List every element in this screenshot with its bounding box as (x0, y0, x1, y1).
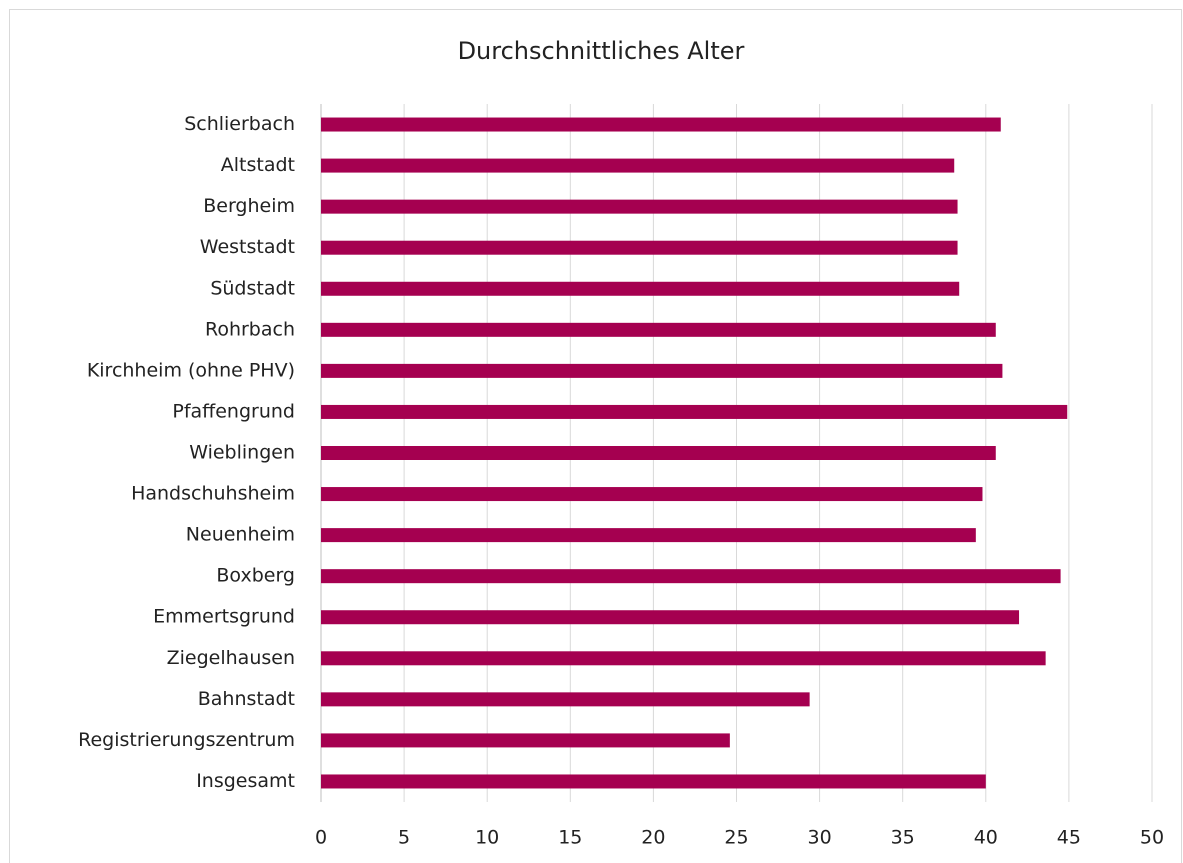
bar (321, 322, 996, 337)
y-tick-label: Wieblingen (189, 442, 295, 464)
x-tick-label: 0 (315, 827, 327, 849)
y-tick-label: Ziegelhausen (167, 647, 295, 669)
bar (321, 733, 730, 748)
bar (321, 281, 960, 296)
y-tick-label: Registrierungszentrum (78, 729, 295, 751)
x-tick-label: 40 (974, 827, 998, 849)
bar (321, 158, 955, 173)
x-tick-label: 50 (1140, 827, 1164, 849)
y-tick-label: Emmertsgrund (153, 606, 295, 628)
y-tick-label: Boxberg (216, 565, 295, 587)
y-tick-label: Handschuhsheim (131, 483, 295, 505)
x-tick-label: 30 (808, 827, 832, 849)
x-tick-label: 45 (1057, 827, 1081, 849)
bar (321, 610, 1020, 625)
x-tick-label: 5 (398, 827, 410, 849)
y-tick-label: Neuenheim (186, 524, 295, 546)
y-tick-label: Insgesamt (196, 770, 295, 792)
bar (321, 487, 983, 502)
chart-title: Durchschnittliches Alter (458, 37, 745, 65)
bar (321, 651, 1046, 666)
y-tick-label: Bergheim (203, 195, 295, 217)
y-tick-label: Kirchheim (ohne PHV) (87, 359, 295, 381)
bar (321, 774, 986, 789)
x-tick-label: 20 (641, 827, 665, 849)
y-tick-label: Altstadt (221, 154, 295, 176)
bar (321, 528, 976, 543)
x-tick-label: 15 (558, 827, 582, 849)
y-tick-label: Südstadt (210, 277, 295, 299)
bar (321, 199, 958, 214)
y-tick-label: Bahnstadt (198, 688, 295, 710)
bar (321, 404, 1068, 419)
y-tick-label: Pfaffengrund (172, 400, 295, 422)
x-tick-label: 25 (724, 827, 748, 849)
x-tick-label: 10 (475, 827, 499, 849)
y-tick-label: Rohrbach (205, 318, 295, 340)
bar (321, 117, 1001, 132)
y-tick-label: Weststadt (200, 236, 295, 258)
bar (321, 446, 996, 460)
bar (321, 569, 1061, 584)
bar (321, 240, 958, 255)
bar (321, 692, 810, 707)
y-tick-label: Schlierbach (184, 113, 295, 135)
x-tick-label: 35 (891, 827, 915, 849)
bar (321, 363, 1003, 378)
